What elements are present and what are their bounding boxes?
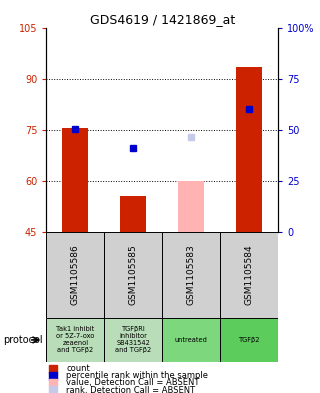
Text: GSM1105584: GSM1105584 (245, 245, 254, 305)
Bar (104, 318, 162, 362)
Bar (120, 196, 147, 232)
Bar (162, 232, 220, 318)
Bar (236, 67, 262, 232)
Text: Tak1 inhibit
or 5Z-7-oxo
zeaenol
and TGFβ2: Tak1 inhibit or 5Z-7-oxo zeaenol and TGF… (56, 327, 95, 353)
Text: percentile rank within the sample: percentile rank within the sample (66, 371, 208, 380)
Text: untreated: untreated (175, 337, 208, 343)
Bar (220, 318, 278, 362)
Bar (178, 181, 204, 232)
Title: GDS4619 / 1421869_at: GDS4619 / 1421869_at (90, 13, 235, 26)
Text: protocol: protocol (3, 335, 43, 345)
Text: count: count (66, 364, 90, 373)
Bar (220, 232, 278, 318)
Text: GSM1105585: GSM1105585 (129, 245, 138, 305)
Text: rank, Detection Call = ABSENT: rank, Detection Call = ABSENT (66, 386, 195, 393)
Text: value, Detection Call = ABSENT: value, Detection Call = ABSENT (66, 378, 199, 387)
Text: TGFβRI
inhibitor
SB431542
and TGFβ2: TGFβRI inhibitor SB431542 and TGFβ2 (115, 327, 152, 353)
Text: GSM1105586: GSM1105586 (71, 245, 80, 305)
Bar (162, 318, 220, 362)
Bar (104, 232, 162, 318)
Bar (46, 318, 104, 362)
Text: TGFβ2: TGFβ2 (239, 337, 260, 343)
Bar (62, 128, 88, 232)
Bar (46, 232, 104, 318)
Text: GSM1105583: GSM1105583 (187, 245, 196, 305)
